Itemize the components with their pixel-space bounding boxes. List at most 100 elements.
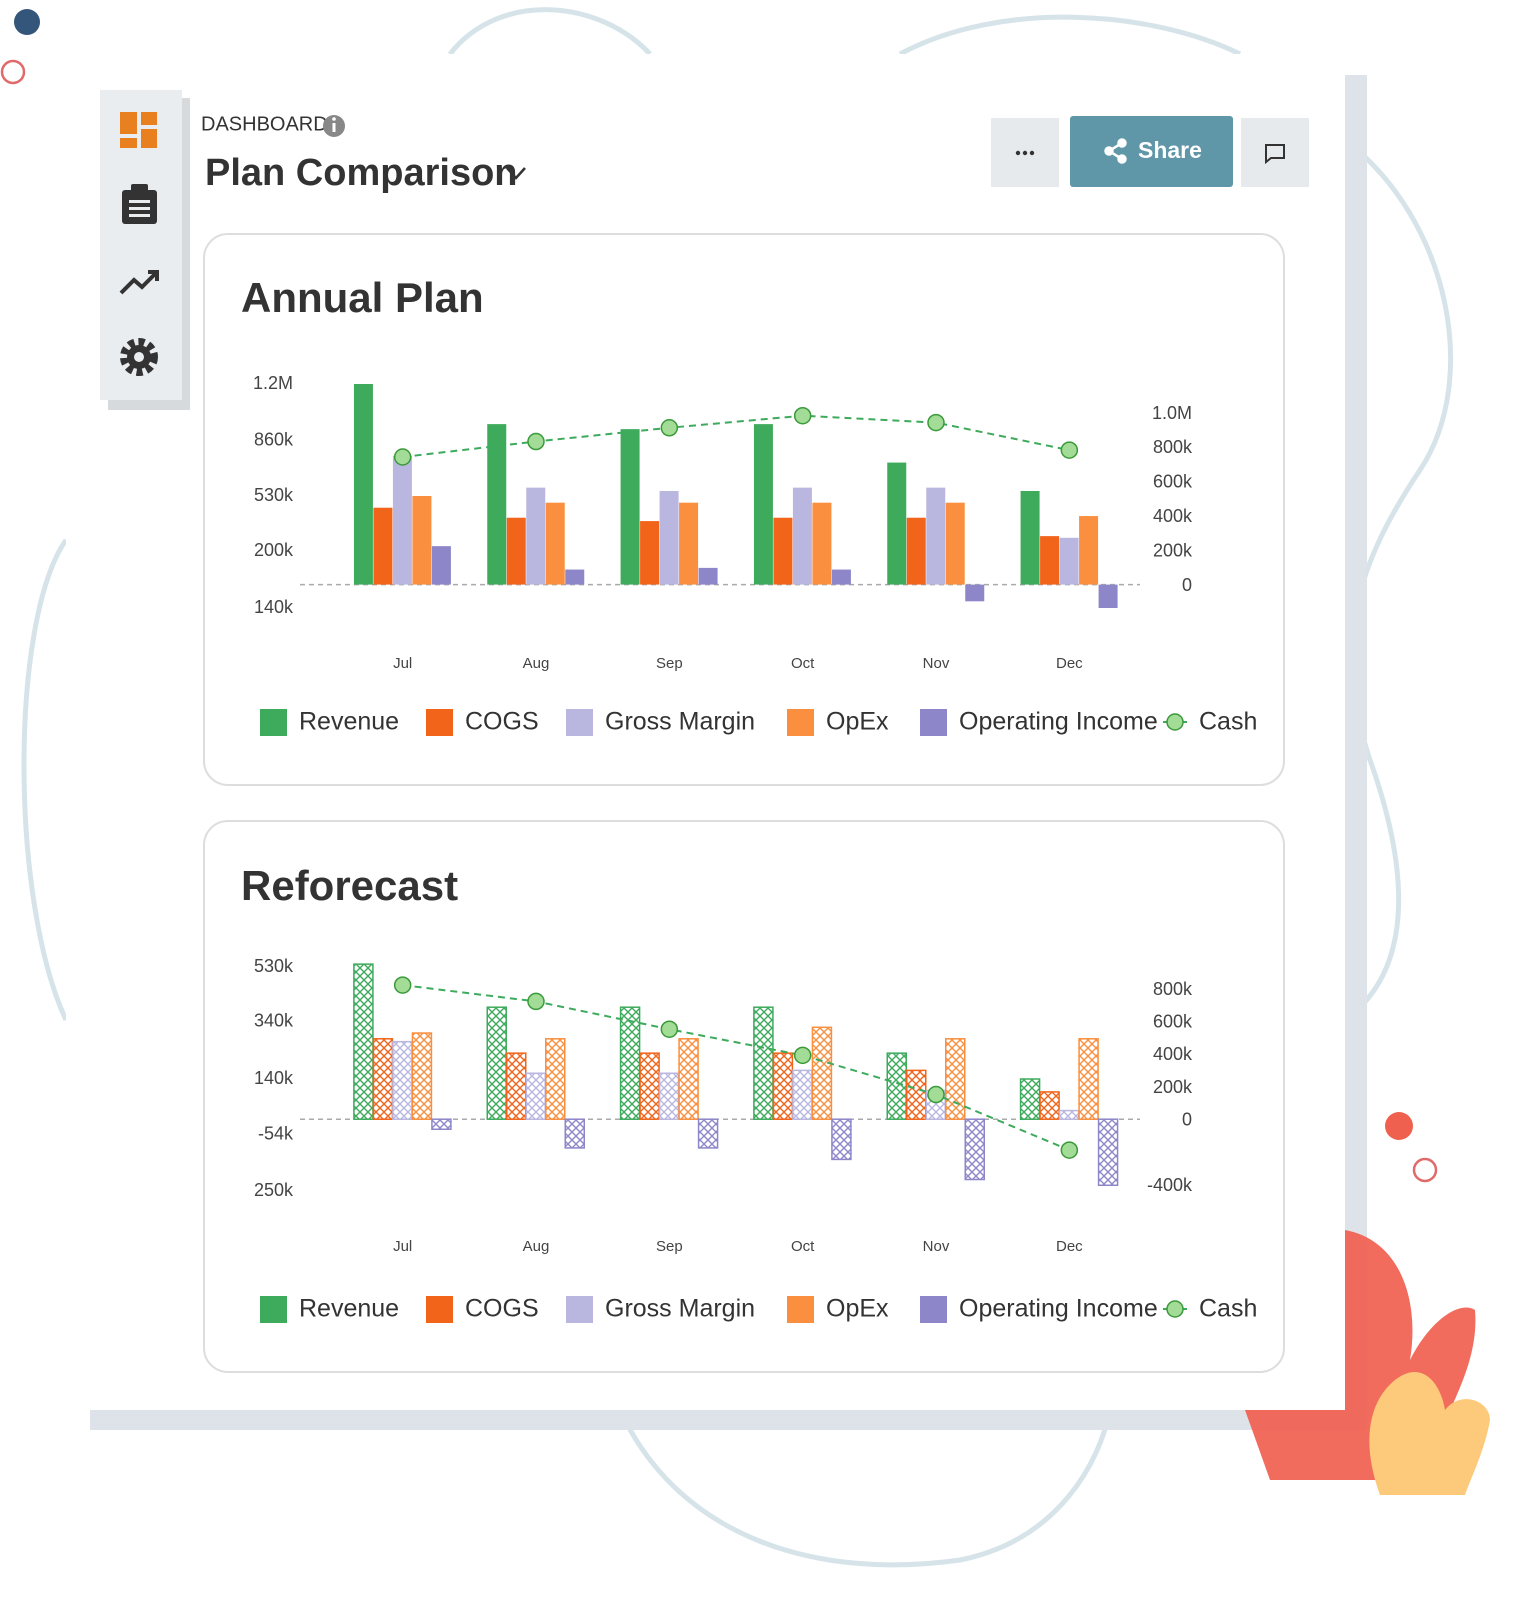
y2ticks-label: 400k: [1153, 1044, 1193, 1064]
cash-point: [793, 1046, 812, 1065]
bar: [526, 487, 546, 585]
y2ticks-label: 600k: [1153, 472, 1193, 492]
cash-point: [1060, 441, 1079, 459]
legend-label: Operating Income: [959, 1295, 1158, 1323]
bar: [698, 567, 718, 585]
bar: [697, 1118, 719, 1149]
legend-swatch: [260, 709, 287, 736]
cash-point: [527, 992, 545, 1011]
y2ticks-label: 400k: [1153, 506, 1193, 526]
bar: [658, 1072, 680, 1120]
bar: [1079, 516, 1099, 585]
cash-line: [402, 414, 1070, 458]
bar: [431, 546, 451, 585]
cash-point: [660, 419, 679, 437]
trend-icon[interactable]: [119, 270, 159, 295]
page-title: Plan Comparison: [205, 152, 518, 194]
x-tick-label: Sep: [656, 1238, 683, 1255]
bar: [678, 1038, 699, 1120]
chart-title: Reforecast: [241, 862, 458, 909]
bar: [831, 1118, 852, 1161]
cash-line: [402, 984, 1070, 1151]
bar: [1058, 1109, 1080, 1120]
page-label: DASHBOARD: [201, 113, 328, 135]
x-tick-label: Dec: [1056, 655, 1083, 672]
y2ticks-label: 600k: [1153, 1011, 1193, 1031]
x-tick-label: Nov: [923, 1238, 950, 1255]
report-icon[interactable]: [122, 184, 157, 224]
y2ticks-label: 1.0M: [1152, 403, 1192, 423]
bar: [792, 1069, 813, 1120]
bar: [506, 1052, 527, 1120]
legend-label: Operating Income: [959, 708, 1158, 736]
comment-button[interactable]: [1241, 118, 1309, 187]
bar: [619, 1006, 641, 1120]
dashboard-icon[interactable]: [120, 112, 157, 148]
title-dropdown[interactable]: [506, 167, 526, 180]
cash-point: [527, 432, 545, 451]
bar: [1040, 536, 1060, 585]
info-icon[interactable]: [323, 115, 345, 137]
y2ticks-label: 200k: [1153, 540, 1193, 560]
y2ticks-label: -400k: [1147, 1175, 1193, 1195]
bar: [564, 1118, 585, 1149]
x-tick-label: Aug: [523, 1238, 550, 1255]
yticks-label: 530k: [254, 956, 294, 976]
legend-label: OpEx: [826, 1295, 889, 1323]
bar: [887, 462, 907, 585]
bar: [1078, 1038, 1099, 1120]
bar: [392, 1040, 413, 1120]
legend-swatch: [787, 709, 814, 736]
cash-point: [1060, 1141, 1079, 1159]
bar: [812, 502, 832, 585]
x-tick-label: Oct: [791, 655, 815, 672]
bar: [831, 569, 851, 585]
settings-icon[interactable]: [120, 338, 158, 376]
x-tick-label: Aug: [523, 655, 550, 672]
bar: [487, 424, 507, 585]
bar: [620, 429, 640, 585]
legend-label: Cash: [1199, 1295, 1257, 1323]
x-tick-label: Sep: [656, 655, 683, 672]
bar: [411, 1032, 433, 1120]
yticks-label: -54k: [258, 1123, 294, 1143]
legend-swatch: [566, 1296, 593, 1323]
more-button[interactable]: [991, 118, 1059, 187]
y2ticks-label: 800k: [1153, 437, 1193, 457]
bar: [640, 521, 660, 585]
cash-point: [927, 1085, 945, 1104]
bar: [1097, 1118, 1119, 1187]
legend-label: COGS: [465, 708, 539, 736]
bar: [811, 1026, 833, 1120]
x-tick-label: Jul: [393, 1238, 412, 1255]
bar: [753, 1006, 774, 1120]
bar: [945, 502, 965, 585]
bar: [906, 517, 926, 585]
y2ticks-label: 800k: [1153, 979, 1193, 999]
legend-swatch: [787, 1296, 814, 1323]
yticks-label: 140k: [254, 597, 294, 617]
decor-dot: [1385, 1112, 1413, 1140]
legend-swatch: [426, 1296, 453, 1323]
x-tick-label: Jul: [393, 655, 412, 672]
legend-label: COGS: [465, 1295, 539, 1323]
bar: [506, 517, 526, 585]
yticks-label: 530k: [254, 485, 294, 505]
bar: [945, 1038, 966, 1120]
panel-shadow: [1345, 75, 1367, 1430]
bar: [545, 502, 565, 585]
x-tick-label: Oct: [791, 1238, 815, 1255]
decor-plant: [1369, 1371, 1490, 1495]
bar: [965, 584, 985, 602]
share-button[interactable]: Share: [1070, 116, 1233, 187]
cash-point: [927, 413, 945, 432]
legend-marker: [1166, 713, 1184, 731]
bar: [926, 487, 946, 585]
bar: [639, 1052, 660, 1120]
legend-label: Gross Margin: [605, 708, 755, 736]
bar: [412, 496, 432, 585]
yticks-label: 200k: [254, 540, 294, 560]
decor-ring: [0, 59, 26, 85]
bar: [1020, 490, 1040, 585]
share-label[interactable]: Share: [1138, 137, 1202, 163]
